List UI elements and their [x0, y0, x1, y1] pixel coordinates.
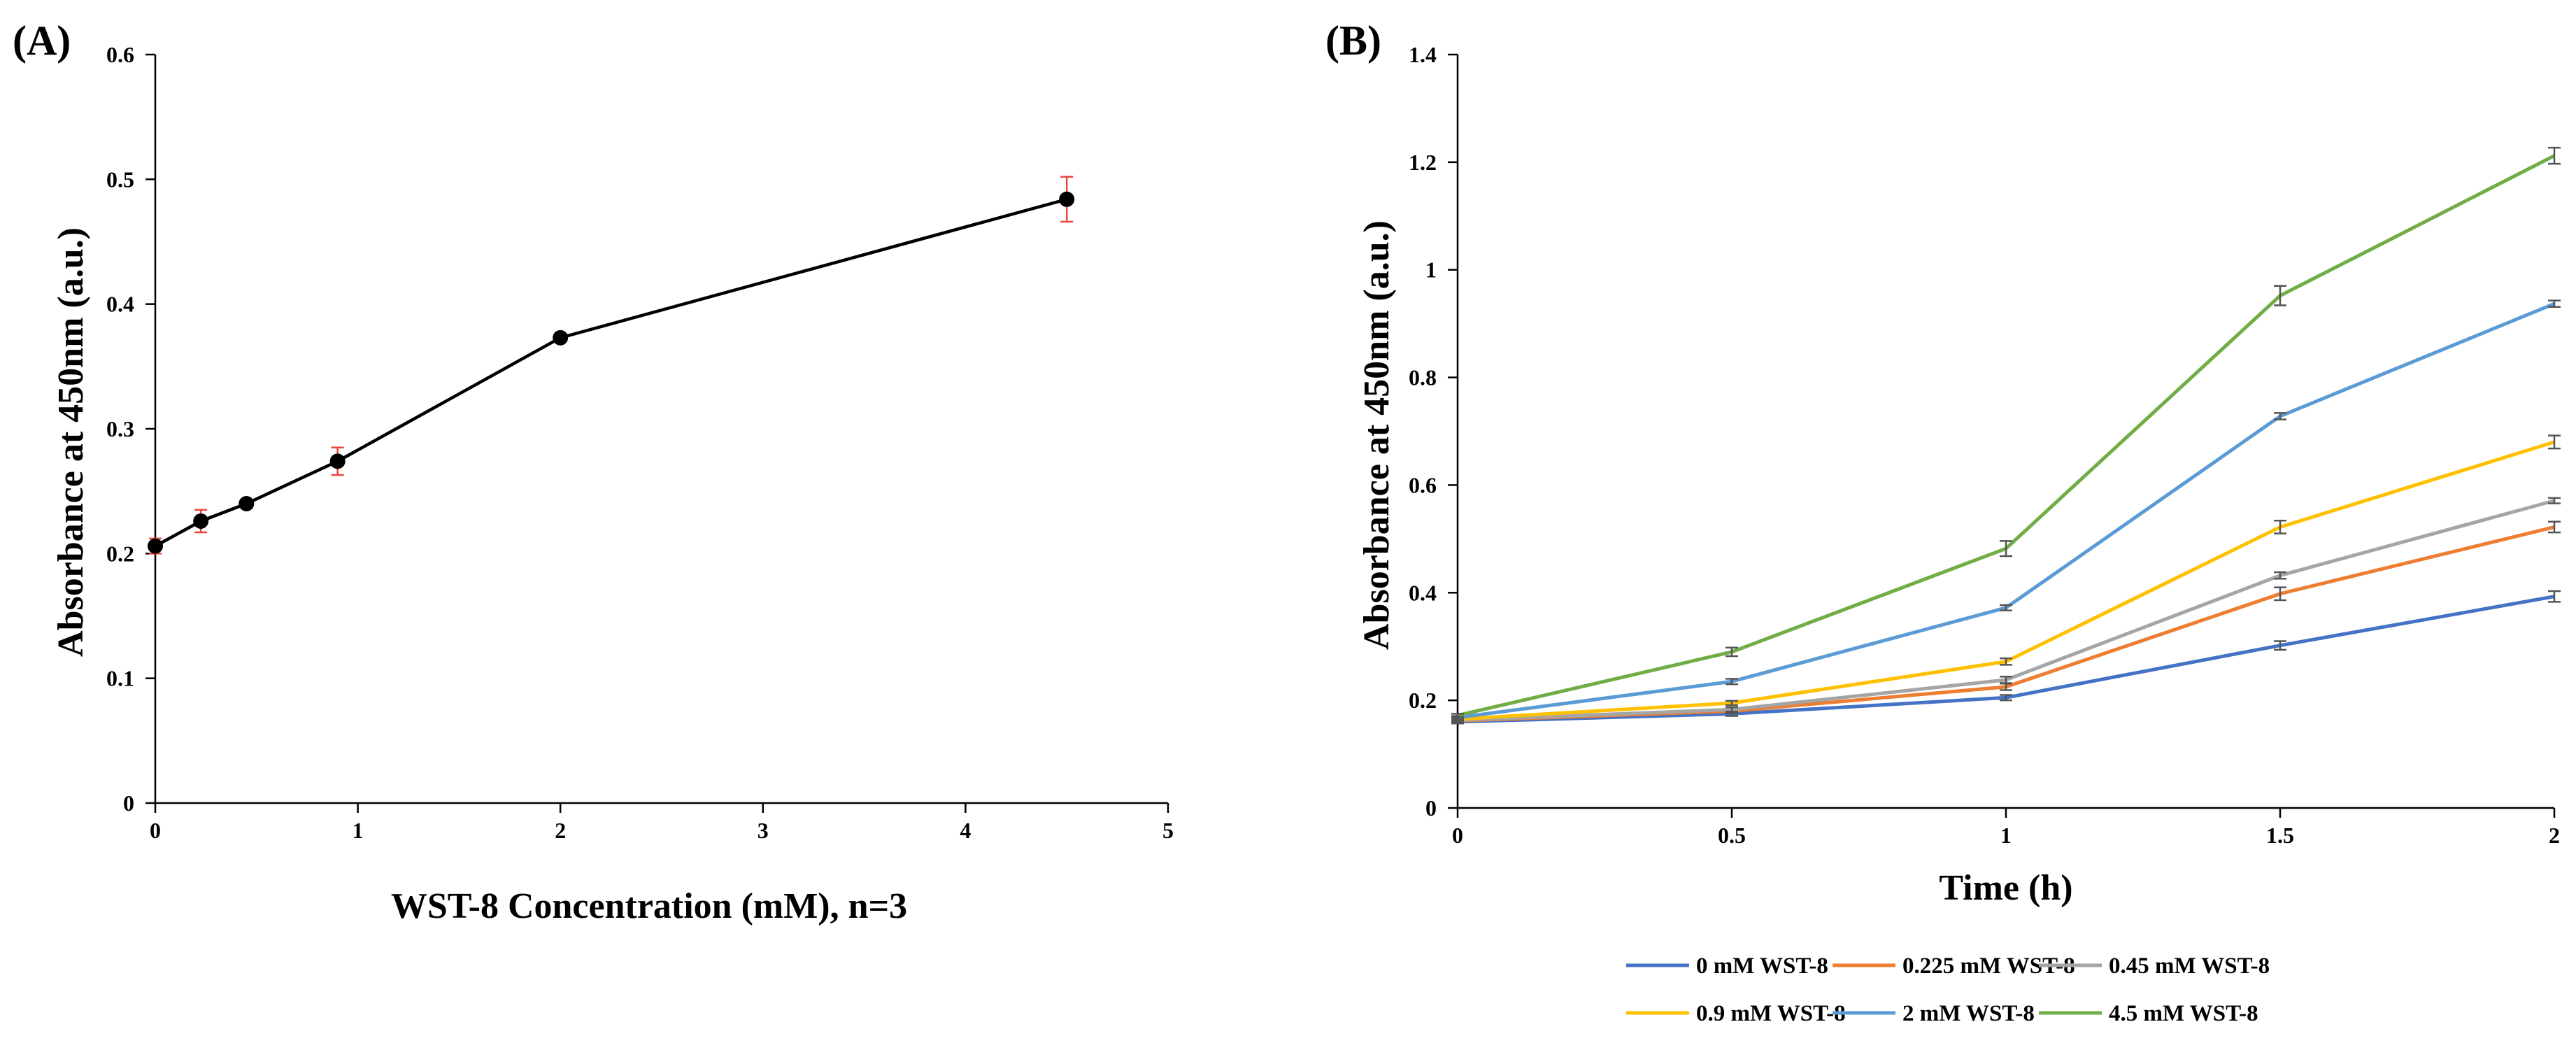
chart-panel-a: (A) 0 1 2 3 4 5 0 0.1 0.2 0.3 0.4 0.5 0.6 WST-8 Con…	[13, 17, 1174, 926]
panel-b-error-bar	[2000, 540, 2012, 558]
panel-b-legend: 0 mM WST-8 0.225 mM WST-8 0.45 mM WST-8 0.9…	[1626, 953, 2270, 1026]
legend-item: 2 mM WST-8	[1833, 1001, 2035, 1026]
panel-b-y-tick-labels: 0 0.2 0.4 0.6 0.8 1 1.2 1.4	[1409, 42, 1437, 821]
panel-b-y-axis-title: Absorbance at 450nm (a.u.)	[1357, 220, 1397, 650]
panel-a-y-tick-label: 0.2	[106, 541, 134, 566]
panel-a-x-axis-title: WST-8 Concentration (mM), n=3	[391, 886, 907, 926]
panel-b-error-bar	[2000, 694, 2012, 702]
panel-a-data-point	[1059, 191, 1075, 207]
panel-b-y-tick-label: 0	[1425, 795, 1437, 821]
panel-b-error-bar	[2548, 497, 2561, 504]
panel-b-label: (B)	[1325, 17, 1381, 64]
panel-a-series-line	[154, 197, 1067, 548]
panel-b-error-bar	[1725, 678, 1738, 686]
panel-b-error-bar	[2548, 520, 2561, 534]
panel-a-x-tick-label: 5	[1162, 818, 1174, 843]
legend-item: 0 mM WST-8	[1626, 953, 1828, 979]
panel-b-series-4	[1451, 299, 2561, 721]
panel-b-y-tick-label: 0.2	[1409, 688, 1437, 713]
panel-a-x-tick-label: 0	[150, 818, 161, 843]
panel-b-error-bar	[2000, 676, 2012, 684]
panel-b-x-tick-label: 2	[2549, 823, 2560, 848]
panel-a-data-point	[329, 453, 346, 469]
panel-a-data-point	[553, 329, 569, 346]
panel-b-error-bar	[1725, 706, 1738, 713]
panel-a-y-tick-label: 0.1	[106, 666, 134, 691]
panel-b-error-bar	[2548, 590, 2561, 603]
panel-a-y-tick-labels: 0 0.1 0.2 0.3 0.4 0.5 0.6	[106, 42, 134, 816]
panel-b-x-axis-title: Time (h)	[1939, 868, 2072, 908]
panel-a-series	[148, 176, 1075, 555]
panel-a-x-tick-label: 4	[960, 818, 971, 843]
legend-item: 0.45 mM WST-8	[2039, 953, 2270, 979]
panel-a-x-tick-label: 1	[353, 818, 364, 843]
panel-b-error-bar	[2548, 299, 2561, 308]
panel-b-x-tick-label: 0.5	[1718, 823, 1746, 848]
legend-item: 0.225 mM WST-8	[1833, 953, 2075, 979]
panel-a-data-point	[148, 538, 163, 554]
panel-b-series-5	[1451, 146, 2561, 718]
legend-label: 0.45 mM WST-8	[2109, 953, 2270, 979]
panel-b-y-tick-label: 1	[1425, 257, 1437, 283]
legend-item: 4.5 mM WST-8	[2039, 1001, 2258, 1026]
panel-b-y-tick-label: 1.2	[1409, 150, 1437, 175]
panel-a-y-tick-label: 0.6	[106, 42, 134, 67]
panel-b-error-bar	[1725, 646, 1738, 658]
legend-label: 4.5 mM WST-8	[2109, 1001, 2258, 1026]
panel-b-error-bar	[2274, 285, 2286, 306]
panel-b-series	[1451, 146, 2561, 725]
panel-b-x-tick-label: 0	[1452, 823, 1463, 848]
panel-b-series-2	[1451, 497, 2561, 723]
panel-b-x-tick-label: 1.5	[2266, 823, 2294, 848]
panel-a-x-tick-label: 2	[555, 818, 566, 843]
panel-b-y-tick-label: 1.4	[1409, 42, 1437, 67]
panel-b-error-bar	[2548, 434, 2561, 450]
panel-b-y-tick-label: 0.4	[1409, 580, 1437, 605]
panel-a-y-tick-label: 0.3	[106, 416, 134, 441]
panel-b-error-bar	[2000, 657, 2012, 666]
panel-a-y-tick-label: 0.4	[106, 292, 134, 317]
panel-b-series-line	[1457, 154, 2556, 718]
panel-b-y-tick-label: 0.6	[1409, 472, 1437, 497]
panel-b-error-bar	[1451, 713, 1464, 718]
panel-b-error-bar	[2274, 640, 2286, 651]
panel-b-axes	[1448, 53, 2556, 818]
panel-b-error-bar	[2274, 519, 2286, 534]
panel-b-error-bar	[1725, 700, 1738, 707]
panel-b-error-bar	[2548, 146, 2561, 165]
panel-a-axes	[145, 53, 1169, 813]
panel-a-y-tick-label: 0	[123, 790, 134, 816]
panel-b-y-tick-label: 0.8	[1409, 365, 1437, 390]
panel-b-error-bar	[2274, 571, 2286, 580]
legend-label: 0 mM WST-8	[1696, 953, 1828, 979]
panel-b-error-bar	[2274, 586, 2286, 602]
panel-a-y-tick-label: 0.5	[106, 166, 134, 192]
panel-a-label: (A)	[13, 17, 71, 64]
panel-a-x-tick-labels: 0 1 2 3 4 5	[150, 818, 1174, 843]
panel-b-error-bar	[2274, 412, 2286, 420]
legend-label: 2 mM WST-8	[1902, 1001, 2035, 1026]
panel-b-x-tick-labels: 0 0.5 1 1.5 2	[1452, 823, 2560, 848]
panel-a-data-point	[239, 496, 255, 511]
legend-label: 0.9 mM WST-8	[1696, 1001, 1846, 1026]
panel-a-x-tick-label: 3	[757, 818, 769, 843]
chart-panel-b: (B) 0 0.5 1 1.5 2 0 0.2 0.4 0.6 0.8 1 1.2 1.4 Time …	[1325, 17, 2561, 1026]
panel-b-error-bar	[2000, 604, 2012, 611]
panel-a-data-point	[193, 513, 209, 529]
panel-b-x-tick-label: 1	[2000, 823, 2012, 848]
legend-item: 0.9 mM WST-8	[1626, 1001, 1846, 1026]
panel-a-y-axis-title: Absorbance at 450nm (a.u.)	[51, 227, 91, 657]
panel-b-series-line	[1457, 301, 2555, 720]
